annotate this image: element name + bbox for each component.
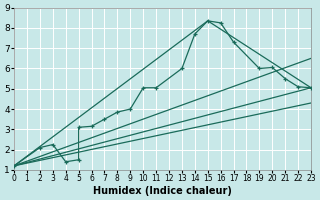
X-axis label: Humidex (Indice chaleur): Humidex (Indice chaleur) [93, 186, 232, 196]
